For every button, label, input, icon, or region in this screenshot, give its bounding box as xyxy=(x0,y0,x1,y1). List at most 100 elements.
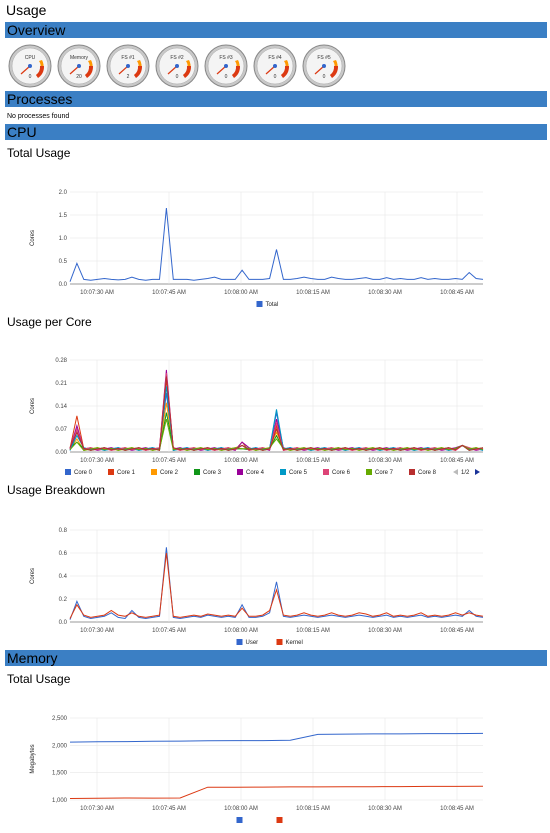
y-tick-label: 2.0 xyxy=(59,190,68,196)
legend-label: Core 2 xyxy=(160,470,179,476)
series-line-total xyxy=(69,208,484,282)
gauge-fs-2: FS #2 0 xyxy=(155,44,199,88)
x-tick-label: 10:08:15 AM xyxy=(296,628,330,634)
gauge-value: 0 xyxy=(29,74,32,80)
memory-total-usage-chart: Megabytes 2,500 2,000 1,500 1,000 10:07:30 AM… xyxy=(20,706,500,833)
gauge-dial-icon: FS #3 0 xyxy=(204,44,248,88)
legend-swatch xyxy=(236,639,243,645)
gauge-value: 0 xyxy=(176,74,179,80)
series-line-user xyxy=(69,547,484,620)
gauge-needle xyxy=(167,65,178,75)
series-line-core-5 xyxy=(69,386,484,452)
gauge-label: FS #1 xyxy=(121,55,135,61)
gauge-hub xyxy=(273,64,277,68)
gauge-value: 0 xyxy=(274,74,277,80)
memory-total-usage-title: Total Usage xyxy=(7,672,71,686)
gauge-fs-4: FS #4 0 xyxy=(253,44,297,88)
gauge-danger-band xyxy=(36,66,45,78)
y-tick-label: 0.07 xyxy=(55,427,67,433)
gauge-dial-icon: FS #2 0 xyxy=(155,44,199,88)
y-tick-label: 0.21 xyxy=(55,381,67,387)
x-tick-label: 10:08:45 AM xyxy=(440,290,474,296)
gauge-hub xyxy=(77,64,81,68)
y-tick-label: 1.0 xyxy=(59,236,68,242)
y-tick-label: 0.28 xyxy=(55,358,67,364)
gauge-hub xyxy=(322,64,326,68)
gauge-hub xyxy=(126,64,130,68)
series-line-core-6 xyxy=(69,373,484,451)
legend-label: Core 1 xyxy=(117,470,136,476)
y-tick-label: 0.0 xyxy=(59,620,68,626)
legend-swatch xyxy=(280,469,286,475)
y-axis-label: Cores xyxy=(30,568,36,584)
y-axis-label: Cores xyxy=(30,230,36,246)
legend-label: Total xyxy=(266,302,279,308)
x-tick-label: 10:08:00 AM xyxy=(224,806,258,812)
gauge-danger-band xyxy=(232,66,241,78)
cpu-per-core-title: Usage per Core xyxy=(7,315,92,329)
series-line-0 xyxy=(69,732,484,743)
legend-swatch xyxy=(151,469,157,475)
legend-label: Core 5 xyxy=(289,470,308,476)
x-tick-label: 10:08:30 AM xyxy=(368,628,402,634)
gauge-label: FS #3 xyxy=(219,55,233,61)
gauge-danger-band xyxy=(134,66,143,78)
y-tick-label: 1,000 xyxy=(52,798,68,804)
gauge-needle xyxy=(216,65,227,75)
x-tick-label: 10:08:15 AM xyxy=(296,458,330,464)
gauge-hub xyxy=(28,64,32,68)
gauge-needle xyxy=(314,65,325,75)
page-title: Usage xyxy=(6,2,47,18)
cpu-total-usage-title: Total Usage xyxy=(7,146,71,160)
legend-label: Core 6 xyxy=(332,470,351,476)
gauge-label: CPU xyxy=(25,55,36,61)
y-tick-label: 0.0 xyxy=(59,282,68,288)
y-tick-label: 0.6 xyxy=(59,551,68,557)
y-tick-label: 0.00 xyxy=(55,450,67,456)
gauge-needle xyxy=(118,65,129,75)
gauge-hub xyxy=(175,64,179,68)
y-tick-label: 0.2 xyxy=(59,597,68,603)
x-tick-label: 10:07:45 AM xyxy=(152,290,186,296)
gauge-label: FS #5 xyxy=(317,55,331,61)
memory-total-chart-svg: Megabytes 2,500 2,000 1,500 1,000 10:07:30 AM… xyxy=(30,716,484,823)
y-tick-label: 1.5 xyxy=(59,213,68,219)
cpu-breakdown-title: Usage Breakdown xyxy=(7,483,106,497)
legend-label: Core 3 xyxy=(203,470,222,476)
cpu-breakdown-chart: Cores 0.8 0.6 0.4 0.2 0.0 10:07:30 AM 10:07:45 … xyxy=(20,520,500,655)
gauge-memory: Memory 20 xyxy=(57,44,101,88)
x-tick-label: 10:08:00 AM xyxy=(224,628,258,634)
y-tick-label: 0.8 xyxy=(59,528,68,534)
legend-swatch xyxy=(276,639,283,645)
x-tick-label: 10:07:30 AM xyxy=(80,806,114,812)
cpu-per-core-chart-svg: Cores 0.28 0.21 0.14 0.07 0.00 10:07:30 AM 10:0… xyxy=(30,358,484,476)
gauge-value: 20 xyxy=(76,74,82,80)
legend-label: Kernel xyxy=(286,640,303,646)
gauge-dial-icon: FS #5 0 xyxy=(302,44,346,88)
y-tick-label: 0.5 xyxy=(59,259,68,265)
series-line-core-7 xyxy=(69,418,484,451)
legend-prev-icon xyxy=(453,469,458,475)
x-tick-label: 10:08:45 AM xyxy=(440,628,474,634)
legend-swatch xyxy=(256,301,263,307)
gauge-value: 0 xyxy=(225,74,228,80)
x-tick-label: 10:08:45 AM xyxy=(440,458,474,464)
y-axis-label: Cores xyxy=(30,398,36,414)
legend-swatch xyxy=(276,817,283,823)
x-tick-label: 10:08:00 AM xyxy=(224,458,258,464)
processes-empty-text: No processes found xyxy=(7,113,70,120)
y-axis-label: Megabytes xyxy=(30,744,36,773)
cpu-total-usage-chart: Cores 2.0 1.5 1.0 0.5 0.0 10:07:30 AM 10:07:45 … xyxy=(20,180,500,320)
legend-swatch xyxy=(366,469,372,475)
gauge-label: Memory xyxy=(70,55,89,61)
legend-swatch xyxy=(108,469,114,475)
gauge-dial-icon: FS #4 0 xyxy=(253,44,297,88)
x-tick-label: 10:07:30 AM xyxy=(80,290,114,296)
gauge-danger-band xyxy=(183,66,192,78)
cpu-total-chart-svg: Cores 2.0 1.5 1.0 0.5 0.0 10:07:30 AM 10:07:45 … xyxy=(30,190,484,308)
gauge-danger-band xyxy=(85,66,94,78)
legend-label: User xyxy=(246,640,259,646)
legend-swatch xyxy=(237,469,243,475)
cpu-per-core-chart: Cores 0.28 0.21 0.14 0.07 0.00 10:07:30 AM 10:0… xyxy=(20,350,500,485)
legend-next-icon xyxy=(475,469,480,475)
